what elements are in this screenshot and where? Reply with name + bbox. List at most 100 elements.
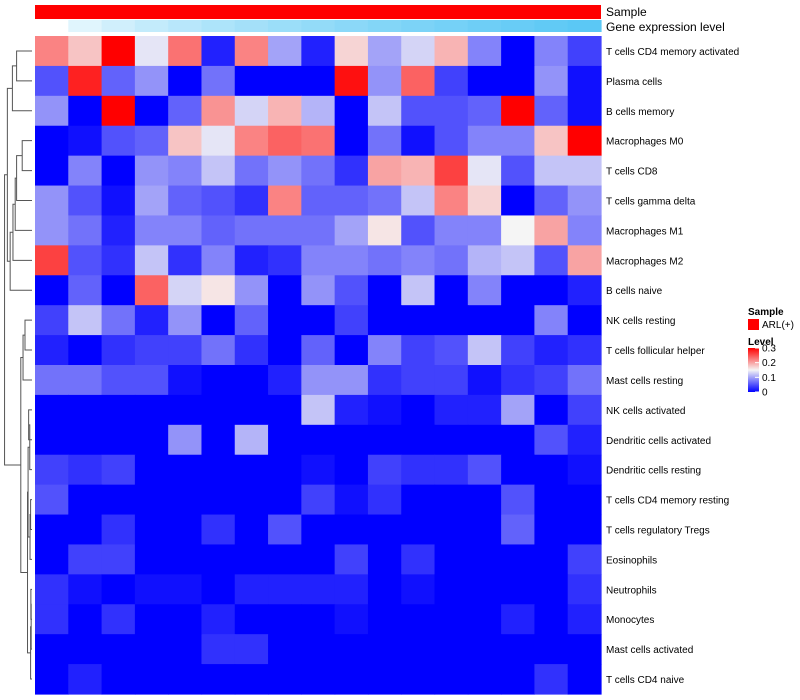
- heatmap-cell: [334, 634, 369, 665]
- heatmap-cell: [501, 95, 536, 127]
- heatmap-cell: [168, 424, 203, 456]
- heatmap-cell: [534, 335, 569, 366]
- heatmap-cell: [68, 155, 103, 187]
- heatmap-cell: [201, 394, 236, 426]
- heatmap-cell: [534, 604, 569, 635]
- heatmap-cell: [367, 424, 402, 456]
- heatmap-cell: [501, 65, 536, 97]
- heatmap-cell: [334, 215, 369, 246]
- heatmap-cell: [68, 185, 103, 217]
- heatmap-cell: [501, 125, 536, 157]
- legend-level-title: Level: [748, 337, 774, 348]
- heatmap-cell: [334, 245, 369, 276]
- legend-sample-swatch: [748, 319, 759, 330]
- heatmap-cell: [534, 454, 569, 486]
- heatmap-cell: [268, 484, 302, 516]
- heatmap-cell: [268, 305, 302, 336]
- heatmap-cell: [567, 185, 602, 217]
- expression-annotation-cell: [234, 20, 269, 32]
- row-label: T cells regulatory Tregs: [606, 526, 710, 537]
- heatmap-cell: [301, 454, 336, 486]
- heatmap-cell: [201, 335, 236, 366]
- expression-annotation-cell: [101, 20, 136, 32]
- heatmap-cell: [467, 365, 502, 396]
- heatmap-cell: [467, 424, 502, 456]
- heatmap-cell: [68, 125, 103, 157]
- heatmap-cell: [234, 36, 269, 67]
- expression-annotation-cell: [168, 20, 203, 32]
- heatmap-cell: [134, 634, 169, 665]
- annotation-label-expression: Gene expression level: [606, 20, 725, 34]
- heatmap-cell: [434, 365, 469, 396]
- heatmap-cell: [401, 514, 436, 546]
- heatmap-cell: [134, 125, 169, 157]
- annotation-label-sample: Sample: [606, 5, 647, 19]
- heatmap-cell: [168, 36, 203, 67]
- heatmap-cell: [367, 305, 402, 336]
- heatmap-cell: [68, 305, 103, 336]
- heatmap-cell: [334, 95, 369, 127]
- heatmap-cell: [501, 335, 536, 366]
- heatmap-cell: [301, 365, 336, 396]
- heatmap-cell: [534, 664, 569, 695]
- heatmap-cell: [567, 245, 602, 276]
- heatmap-cell: [268, 424, 302, 456]
- heatmap-cell: [534, 65, 569, 97]
- heatmap-cell: [467, 514, 502, 546]
- heatmap-cell: [268, 544, 302, 575]
- heatmap-cell: [201, 365, 236, 396]
- heatmap-cell: [567, 634, 602, 665]
- heatmap-cell: [168, 125, 203, 157]
- dendrogram-branch: [16, 50, 32, 82]
- heatmap-cell: [534, 125, 569, 157]
- heatmap-cell: [101, 365, 136, 396]
- heatmap-cell: [101, 604, 136, 635]
- heatmap-cell: [134, 544, 169, 575]
- expression-annotation-cell: [367, 20, 402, 32]
- heatmap-cell: [134, 245, 169, 276]
- heatmap-cell: [234, 424, 269, 456]
- heatmap-cell: [501, 574, 536, 605]
- heatmap-cell: [534, 544, 569, 575]
- heatmap-cell: [434, 514, 469, 546]
- heatmap-cell: [268, 335, 302, 366]
- heatmap-cell: [101, 305, 136, 336]
- heatmap-cell: [467, 604, 502, 635]
- legend-level-tick-label: 0.2: [762, 358, 776, 369]
- heatmap-cell: [301, 394, 336, 426]
- heatmap-cell: [434, 65, 469, 97]
- heatmap-cell: [567, 484, 602, 516]
- heatmap-cell: [367, 155, 402, 187]
- heatmap-cell: [268, 604, 302, 635]
- heatmap-cell: [268, 394, 302, 426]
- heatmap-cell: [467, 65, 502, 97]
- heatmap-cell: [534, 634, 569, 665]
- heatmap-cell: [301, 245, 336, 276]
- expression-annotation-cell: [534, 20, 569, 32]
- heatmap-cell: [401, 604, 436, 635]
- heatmap-cell: [234, 664, 269, 695]
- heatmap-cell: [168, 664, 203, 695]
- heatmap-cell: [35, 275, 69, 306]
- heatmap-cell: [367, 365, 402, 396]
- heatmap-cell: [101, 155, 136, 187]
- heatmap-cell: [534, 484, 569, 516]
- heatmap-cell: [567, 604, 602, 635]
- heatmap-cell: [567, 275, 602, 306]
- expression-annotation-cell: [401, 20, 436, 32]
- heatmap-cell: [434, 185, 469, 217]
- heatmap-cell: [401, 365, 436, 396]
- heatmap-cell: [301, 215, 336, 246]
- heatmap-cell: [201, 125, 236, 157]
- heatmap-cell: [35, 664, 69, 695]
- heatmap-cell: [334, 664, 369, 695]
- row-label: B cells naive: [606, 286, 663, 297]
- heatmap-cell: [168, 65, 203, 97]
- heatmap-cell: [467, 305, 502, 336]
- heatmap-cell: [534, 574, 569, 605]
- heatmap-cell: [68, 544, 103, 575]
- heatmap-cell: [467, 185, 502, 217]
